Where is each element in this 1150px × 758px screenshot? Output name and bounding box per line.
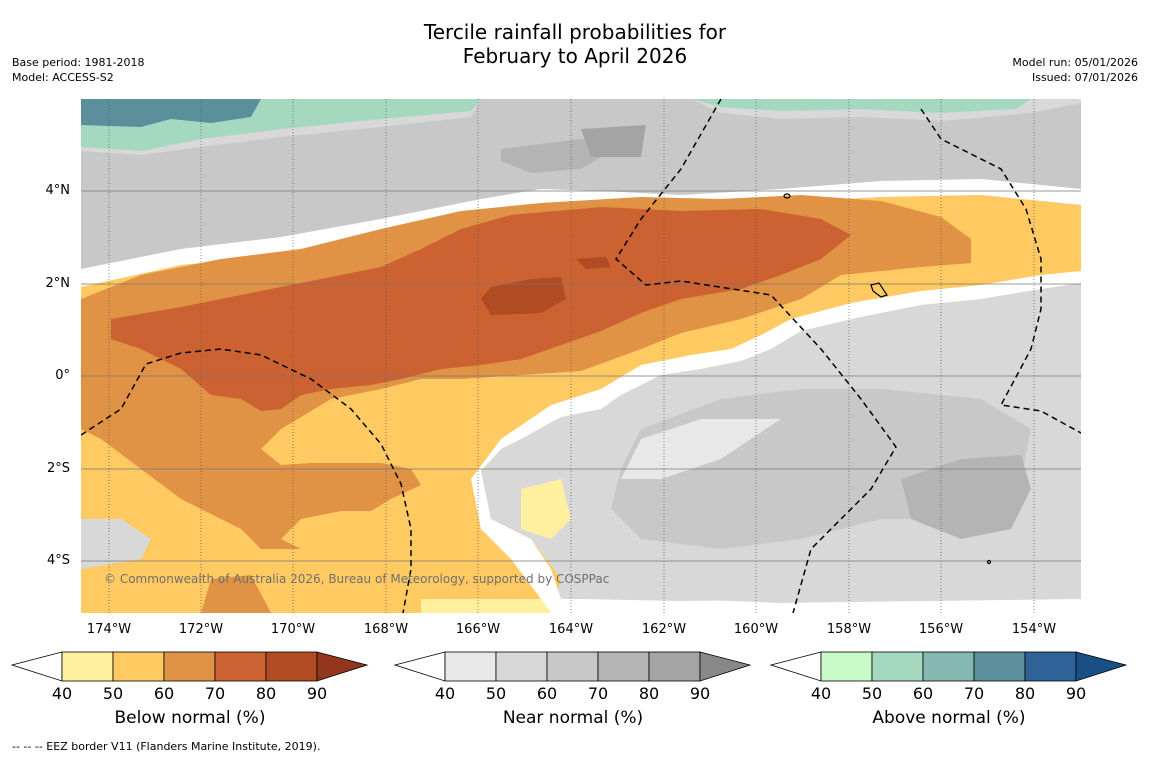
islands [783, 193, 992, 565]
region-near-darker-southeast [901, 455, 1031, 539]
boundary-white-north [81, 179, 1081, 287]
eez-borders [81, 99, 1081, 613]
region-below-60-bottom [201, 575, 271, 613]
boundary-white-southeast [471, 271, 1081, 613]
below-legend-swatch-3 [214, 651, 267, 682]
region-near-light-top [81, 99, 1081, 269]
title-line-2: February to April 2026 [462, 44, 688, 68]
near-legend-swatch-3 [597, 651, 650, 682]
above-legend-tick: 50 [861, 684, 883, 703]
lat-label-4n: 4°N [45, 183, 71, 198]
below-legend-tick: 80 [255, 684, 277, 703]
region-above-top-left-dark [81, 99, 261, 127]
region-above-top-right [691, 99, 1031, 113]
lon-label-156w: 156°W [918, 622, 964, 637]
legend-above-title: Above normal (%) [872, 708, 1026, 728]
copyright-notice: © Commonwealth of Australia 2026, Bureau… [104, 572, 610, 586]
lon-label-166w: 166°W [455, 622, 501, 637]
lon-label-170w: 170°W [270, 622, 316, 637]
model-run: Model run: 05/01/2026 [1012, 56, 1138, 69]
model-name: Model: ACCESS-S2 [12, 71, 114, 84]
lon-label-158w: 158°W [826, 622, 872, 637]
above-legend-swatch-1 [871, 651, 924, 682]
above-legend-swatch-3 [973, 651, 1026, 682]
meta-right: Model run: 05/01/2026 Issued: 07/01/2026 [1012, 55, 1138, 85]
lat-label-2n: 2°N [45, 276, 71, 291]
lat-gridlines [81, 190, 1081, 562]
below-legend-tick: 40 [51, 684, 73, 703]
lon-label-172w: 172°W [178, 622, 224, 637]
above-legend-tick: 70 [963, 684, 985, 703]
below-legend-high-arrow [316, 651, 369, 682]
issued-date: Issued: 07/01/2026 [1031, 71, 1138, 84]
near-legend-swatch-0 [444, 651, 497, 682]
rainfall-map [81, 99, 1081, 613]
eez-footnote: -- -- -- EEZ border V11 (Flanders Marine… [12, 740, 321, 753]
region-below-80-small [576, 257, 611, 269]
below-legend-tick: 90 [306, 684, 328, 703]
lon-label-164w: 164°W [548, 622, 594, 637]
above-legend-tick: 90 [1065, 684, 1087, 703]
lat-label-0: 0° [55, 368, 70, 383]
above-legend-tick: 40 [810, 684, 832, 703]
below-legend-swatch-2 [163, 651, 216, 682]
below-legend-swatch-4 [265, 651, 318, 682]
legend-below [10, 651, 369, 682]
below-legend-swatch-0 [61, 651, 114, 682]
above-legend-tick: 80 [1014, 684, 1036, 703]
base-period: Base period: 1981-2018 [12, 56, 145, 69]
above-legend-swatch-0 [820, 651, 873, 682]
map-svg [81, 99, 1081, 613]
lon-label-154w: 154°W [1011, 622, 1057, 637]
below-legend-tick: 70 [204, 684, 226, 703]
above-legend-high-arrow [1075, 651, 1128, 682]
near-legend-tick: 50 [485, 684, 507, 703]
legend-near-title: Near normal (%) [502, 708, 644, 728]
legend-bars [10, 651, 1128, 682]
near-legend-tick: 80 [638, 684, 660, 703]
above-legend-swatch-4 [1024, 651, 1077, 682]
lat-label-2s: 2°S [46, 461, 70, 476]
meta-left: Base period: 1981-2018 Model: ACCESS-S2 [12, 55, 144, 85]
below-legend-tick: 50 [102, 684, 124, 703]
near-legend-swatch-4 [648, 651, 701, 682]
title-line-1: Tercile rainfall probabilities for [423, 20, 727, 44]
above-legend-tick: 60 [912, 684, 934, 703]
near-legend-tick: 40 [434, 684, 456, 703]
region-near-dark-top-2 [581, 125, 646, 157]
near-legend-swatch-2 [546, 651, 599, 682]
near-legend-tick: 70 [587, 684, 609, 703]
map-title: Tercile rainfall probabilities for Febru… [0, 20, 1150, 68]
region-near-southwest [81, 519, 151, 569]
lon-label-174w: 174°W [86, 622, 132, 637]
region-below-40-south [521, 479, 571, 539]
region-below-80 [481, 277, 566, 315]
near-legend-swatch-1 [495, 651, 548, 682]
legend-below-title: Below normal (%) [114, 708, 266, 728]
region-below-70 [111, 207, 851, 411]
near-legend-high-arrow [699, 651, 752, 682]
legend-near [393, 651, 752, 682]
region-below-40-bottom [421, 599, 551, 613]
near-legend-low-arrow [393, 651, 446, 682]
below-legend-tick: 60 [153, 684, 175, 703]
lon-label-162w: 162°W [641, 622, 687, 637]
legend-above [769, 651, 1128, 682]
above-legend-low-arrow [769, 651, 822, 682]
lon-label-168w: 168°W [363, 622, 409, 637]
region-near-lightest [621, 419, 781, 479]
near-legend-tick: 60 [536, 684, 558, 703]
near-legend-tick: 90 [689, 684, 711, 703]
lat-label-4s: 4°S [46, 553, 70, 568]
below-legend-low-arrow [10, 651, 63, 682]
below-legend-swatch-1 [112, 651, 165, 682]
lon-label-160w: 160°W [733, 622, 779, 637]
above-legend-swatch-2 [922, 651, 975, 682]
